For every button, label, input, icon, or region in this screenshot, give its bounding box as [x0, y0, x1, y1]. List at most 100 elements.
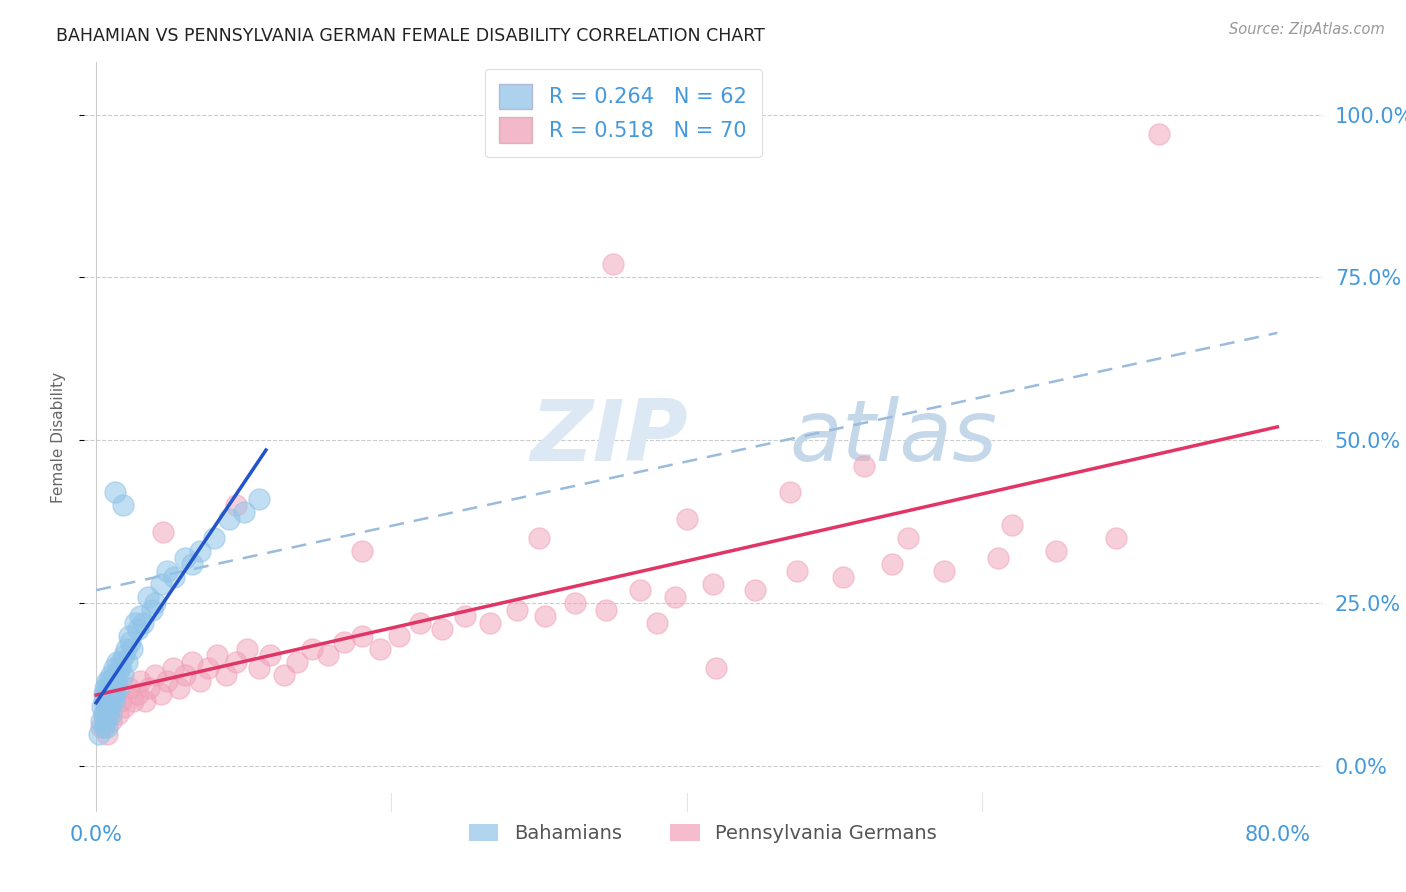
Point — [932, 564, 955, 578]
Point — [104, 485, 127, 500]
Point — [127, 688, 149, 702]
Point — [100, 706, 122, 721]
Point — [225, 655, 247, 669]
Point — [110, 655, 132, 669]
Point — [1045, 544, 1067, 558]
Point — [132, 615, 155, 630]
Point — [215, 668, 238, 682]
Point — [197, 661, 219, 675]
Point — [232, 505, 254, 519]
Point — [225, 499, 247, 513]
Point — [1105, 531, 1128, 545]
Point — [118, 629, 141, 643]
Point — [98, 700, 121, 714]
Point — [173, 668, 195, 682]
Point — [316, 648, 339, 663]
Point — [1000, 518, 1022, 533]
Point — [103, 681, 125, 695]
Y-axis label: Female Disability: Female Disability — [51, 371, 66, 503]
Point — [97, 694, 120, 708]
Point — [129, 674, 152, 689]
Point — [114, 641, 136, 656]
Point — [150, 688, 173, 702]
Point — [129, 609, 152, 624]
Point — [93, 720, 115, 734]
Point — [96, 674, 118, 689]
Point — [100, 714, 122, 728]
Point — [273, 668, 295, 682]
Point — [207, 648, 229, 663]
Point — [93, 706, 115, 721]
Point — [107, 706, 129, 721]
Point — [136, 590, 159, 604]
Point — [595, 603, 617, 617]
Point — [301, 641, 323, 656]
Point — [104, 688, 127, 702]
Point — [103, 694, 125, 708]
Point — [1147, 127, 1170, 141]
Point — [122, 694, 145, 708]
Point — [236, 641, 259, 656]
Point — [121, 641, 143, 656]
Point — [880, 557, 903, 571]
Point — [408, 615, 430, 630]
Point — [628, 583, 651, 598]
Point — [506, 603, 529, 617]
Point — [259, 648, 281, 663]
Point — [138, 681, 160, 695]
Point — [98, 674, 121, 689]
Point — [108, 661, 131, 675]
Point — [103, 688, 125, 702]
Point — [156, 564, 179, 578]
Point — [479, 615, 502, 630]
Point — [181, 655, 204, 669]
Point — [90, 714, 112, 728]
Point — [897, 531, 920, 545]
Text: atlas: atlas — [790, 395, 998, 479]
Point — [100, 681, 122, 695]
Point — [454, 609, 477, 624]
Point — [124, 615, 146, 630]
Point — [91, 700, 114, 714]
Text: BAHAMIAN VS PENNSYLVANIA GERMAN FEMALE DISABILITY CORRELATION CHART: BAHAMIAN VS PENNSYLVANIA GERMAN FEMALE D… — [56, 27, 765, 45]
Point — [150, 576, 173, 591]
Point — [98, 688, 121, 702]
Point — [162, 661, 184, 675]
Point — [107, 668, 129, 682]
Text: ZIP: ZIP — [530, 395, 688, 479]
Point — [602, 257, 624, 271]
Point — [247, 661, 270, 675]
Point — [107, 681, 129, 695]
Point — [285, 655, 308, 669]
Point — [645, 615, 668, 630]
Point — [527, 531, 550, 545]
Point — [333, 635, 356, 649]
Point — [90, 720, 112, 734]
Point — [94, 714, 117, 728]
Point — [100, 668, 122, 682]
Point — [430, 622, 453, 636]
Point — [368, 641, 391, 656]
Point — [167, 681, 190, 695]
Point — [105, 674, 128, 689]
Point — [664, 590, 686, 604]
Point — [96, 688, 118, 702]
Point — [156, 674, 179, 689]
Point — [143, 668, 166, 682]
Point — [105, 655, 128, 669]
Point — [779, 485, 801, 500]
Point — [101, 674, 124, 689]
Point — [534, 609, 557, 624]
Point — [218, 511, 240, 525]
Point — [93, 688, 115, 702]
Point — [134, 694, 156, 708]
Point — [111, 668, 134, 682]
Point — [350, 544, 373, 558]
Point — [96, 700, 118, 714]
Point — [702, 576, 724, 591]
Point — [93, 694, 115, 708]
Point — [704, 661, 727, 675]
Point — [97, 706, 120, 721]
Point — [675, 511, 697, 525]
Point — [101, 688, 124, 702]
